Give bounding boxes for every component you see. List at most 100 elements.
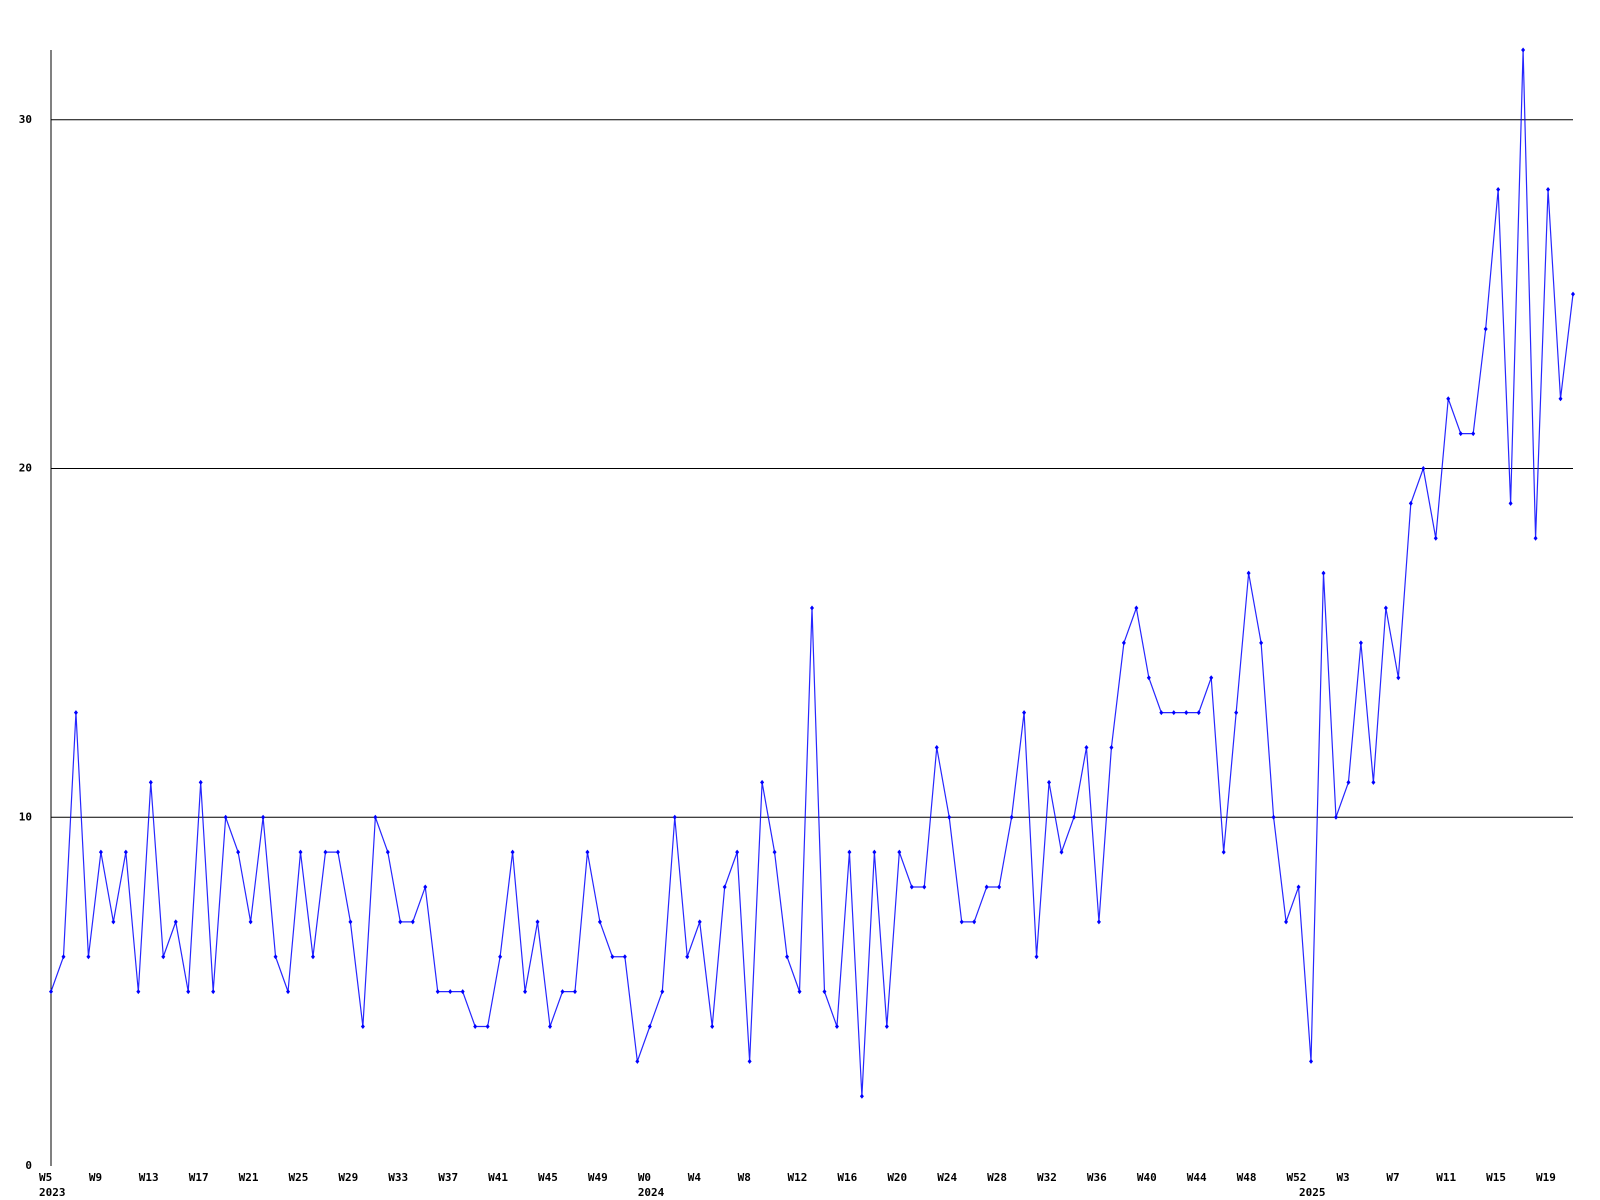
x-tick-label: W4: [688, 1171, 702, 1184]
data-point: [348, 919, 353, 925]
data-point: [485, 1024, 490, 1029]
x-tick-label: W19: [1536, 1171, 1556, 1184]
data-point: [1071, 814, 1076, 820]
data-point: [498, 954, 503, 960]
data-point: [697, 919, 702, 925]
data-point: [972, 919, 977, 925]
data-point: [1234, 710, 1239, 716]
data-point: [1333, 814, 1338, 820]
data-point: [1221, 849, 1226, 855]
data-point: [1209, 675, 1214, 681]
data-point: [997, 884, 1002, 890]
data-point: [1059, 849, 1064, 855]
data-point: [785, 954, 790, 960]
data-point: [173, 919, 178, 925]
data-point: [1383, 605, 1388, 611]
x-tick-label: W11: [1436, 1171, 1456, 1184]
data-point: [323, 849, 328, 855]
x-tick-label: W9: [89, 1171, 102, 1184]
data-point: [1496, 187, 1501, 192]
data-point: [1196, 710, 1201, 716]
data-point: [1521, 47, 1526, 53]
data-point: [136, 989, 141, 995]
data-point: [1408, 500, 1413, 506]
data-point: [647, 1024, 652, 1029]
data-point: [660, 989, 665, 995]
data-point: [710, 1024, 715, 1029]
data-point: [897, 849, 902, 855]
data-point: [286, 989, 291, 995]
data-point: [473, 1024, 478, 1029]
data-point: [198, 779, 203, 785]
data-point: [1009, 814, 1014, 820]
x-tick-label: W24: [937, 1171, 957, 1184]
data-point: [822, 989, 827, 995]
data-point: [1084, 745, 1089, 750]
x-tick-label: W7: [1386, 1171, 1399, 1184]
data-point: [884, 1024, 889, 1029]
x-tick-label: W44: [1187, 1171, 1207, 1184]
data-point: [523, 989, 528, 995]
y-tick-label: 20: [19, 462, 32, 475]
data-point: [1433, 535, 1438, 541]
data-point: [273, 954, 278, 960]
data-point: [959, 919, 964, 925]
data-point: [448, 989, 453, 995]
x-tick-label: W40: [1137, 1171, 1157, 1184]
data-point: [1109, 745, 1114, 750]
data-point: [310, 954, 315, 960]
data-point: [98, 849, 103, 855]
data-point: [1471, 431, 1476, 437]
x-tick-label: W49: [588, 1171, 608, 1184]
x-year-label: 2024: [638, 1186, 665, 1199]
data-point: [1321, 570, 1326, 576]
data-line: [50, 49, 1574, 1097]
data-point: [1371, 779, 1376, 785]
x-tick-label: W33: [388, 1171, 408, 1184]
data-point: [510, 849, 515, 855]
data-point: [859, 1093, 864, 1099]
x-tick-label: W29: [338, 1171, 358, 1184]
data-point: [1421, 466, 1426, 471]
data-point: [410, 919, 415, 925]
data-point: [1271, 814, 1276, 820]
data-point: [834, 1024, 839, 1029]
data-point: [685, 954, 690, 960]
data-point: [335, 849, 340, 855]
data-point: [597, 919, 602, 925]
data-point: [535, 919, 540, 925]
x-tick-label: W13: [139, 1171, 159, 1184]
data-point: [1458, 431, 1463, 437]
data-point: [86, 954, 91, 960]
data-point: [1146, 675, 1151, 681]
y-tick-label: 0: [25, 1159, 32, 1172]
data-point: [1034, 954, 1039, 960]
data-point: [922, 884, 927, 890]
data-point: [747, 1058, 752, 1064]
data-point: [1096, 919, 1101, 925]
data-point: [1284, 919, 1289, 925]
data-point: [1533, 535, 1538, 541]
data-point: [261, 814, 266, 820]
x-tick-label: W25: [289, 1171, 309, 1184]
data-point: [1047, 779, 1052, 785]
x-year-label: 2023: [39, 1186, 66, 1199]
data-point: [847, 849, 852, 855]
data-point: [672, 814, 677, 820]
x-tick-label: W37: [438, 1171, 458, 1184]
data-point: [1159, 710, 1164, 716]
x-tick-label: W3: [1336, 1171, 1349, 1184]
data-point: [1259, 640, 1264, 646]
data-point: [1396, 675, 1401, 681]
data-point: [760, 779, 765, 785]
data-point: [735, 849, 740, 855]
data-point: [111, 919, 116, 925]
data-point: [161, 954, 166, 960]
data-point: [211, 989, 216, 995]
x-tick-label: W8: [738, 1171, 751, 1184]
data-point: [1358, 640, 1363, 646]
data-point: [934, 745, 939, 750]
data-point: [610, 954, 615, 960]
data-point: [1171, 710, 1176, 716]
